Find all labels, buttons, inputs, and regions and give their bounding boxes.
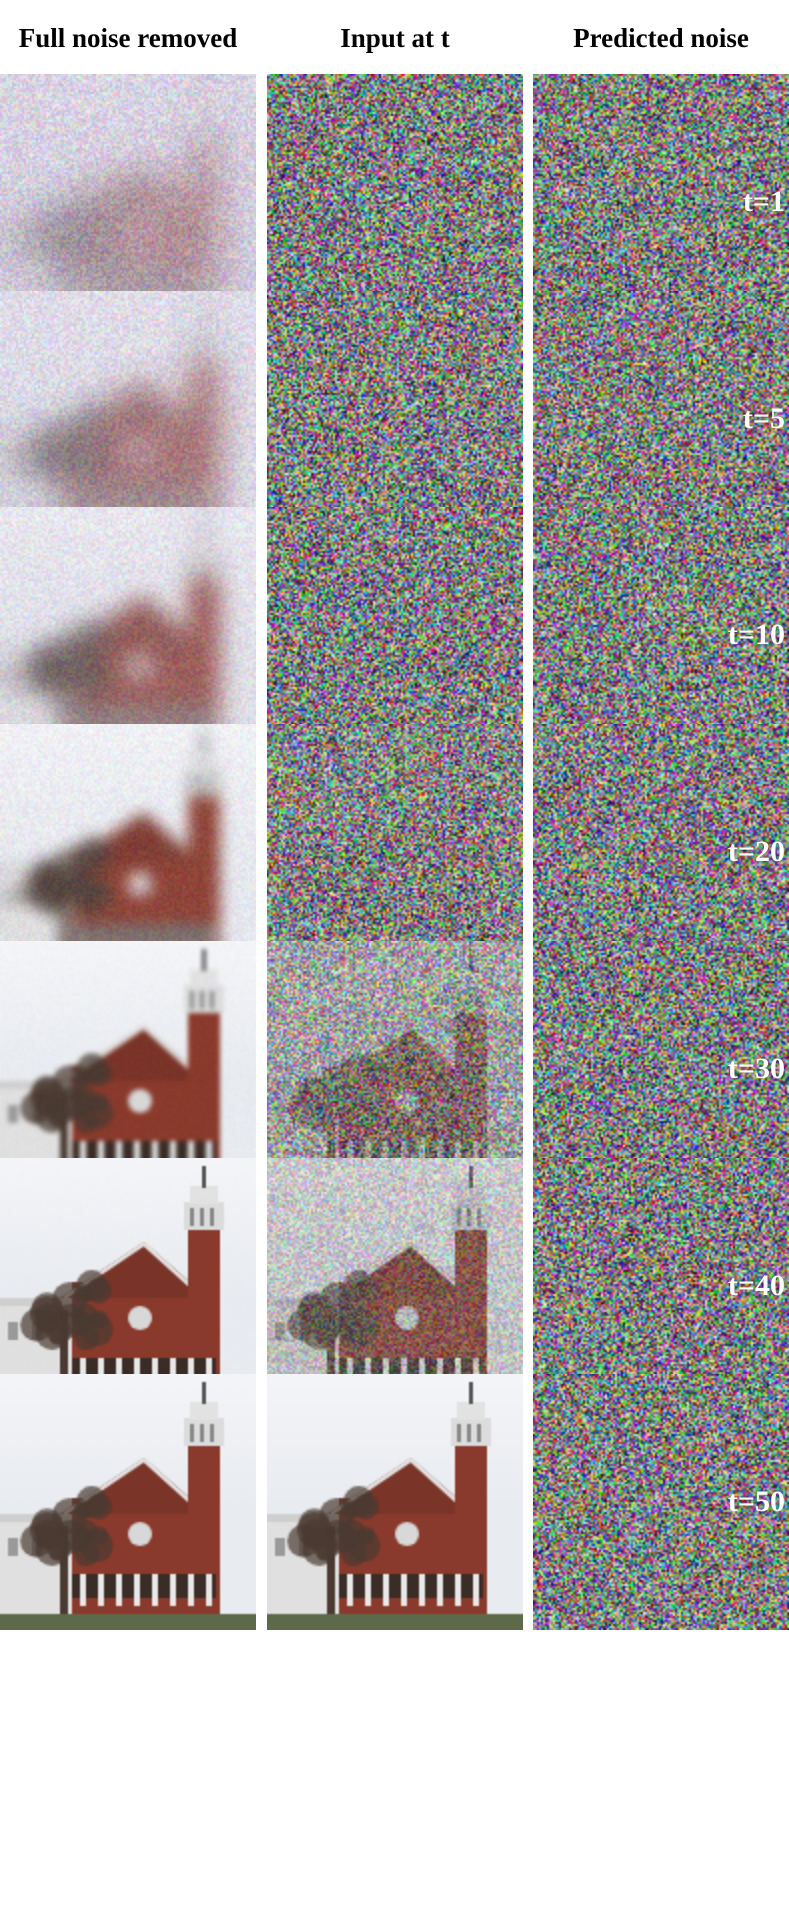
header-full-noise-removed: Full noise removed xyxy=(0,0,256,75)
denoised-image xyxy=(0,1374,256,1630)
header-predicted-noise: Predicted noise xyxy=(533,0,789,75)
timestep-label: t=20 xyxy=(728,835,785,869)
noisy-input-image xyxy=(267,1374,523,1630)
column-headers: Full noise removed Input at t Predicted … xyxy=(0,0,789,75)
header-input-at-t: Input at t xyxy=(267,0,523,75)
timestep-label: t=10 xyxy=(728,618,785,652)
timestep-label: t=1 xyxy=(743,185,785,219)
timestep-label: t=40 xyxy=(728,1269,785,1303)
timestep-label: t=5 xyxy=(743,402,785,436)
timestep-row: t=50 xyxy=(0,1374,789,1630)
timestep-label: t=50 xyxy=(728,1485,785,1519)
predicted-noise-image: t=50 xyxy=(533,1374,789,1630)
timestep-label: t=30 xyxy=(728,1052,785,1086)
